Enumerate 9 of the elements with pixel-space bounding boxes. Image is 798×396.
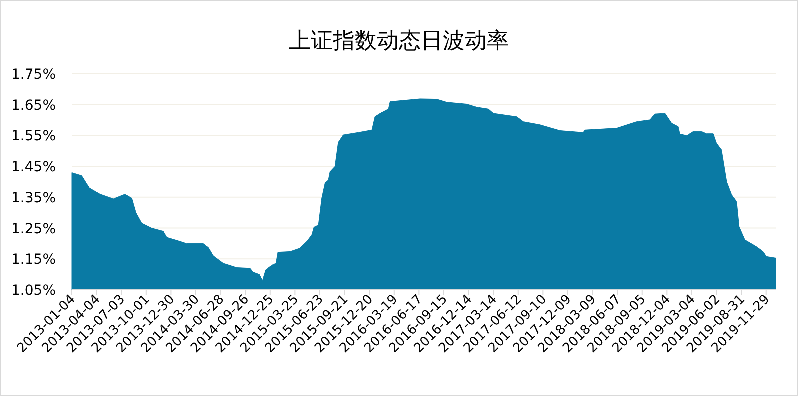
y-tick-label: 1.15% bbox=[12, 252, 56, 268]
chart-title: 上证指数动态日波动率 bbox=[289, 29, 509, 54]
y-tick-label: 1.65% bbox=[12, 98, 56, 114]
y-tick-label: 1.05% bbox=[12, 283, 56, 299]
y-tick-label: 1.45% bbox=[12, 160, 56, 176]
y-tick-label: 1.35% bbox=[12, 190, 56, 206]
y-tick-label: 1.25% bbox=[12, 221, 56, 238]
y-tick-label: 1.75% bbox=[12, 67, 56, 83]
y-tick-label: 1.55% bbox=[12, 128, 56, 145]
